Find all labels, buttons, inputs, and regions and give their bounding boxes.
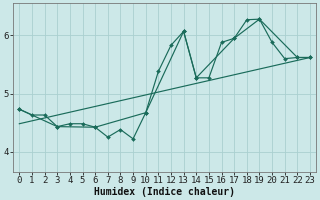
X-axis label: Humidex (Indice chaleur): Humidex (Indice chaleur)	[94, 186, 235, 197]
